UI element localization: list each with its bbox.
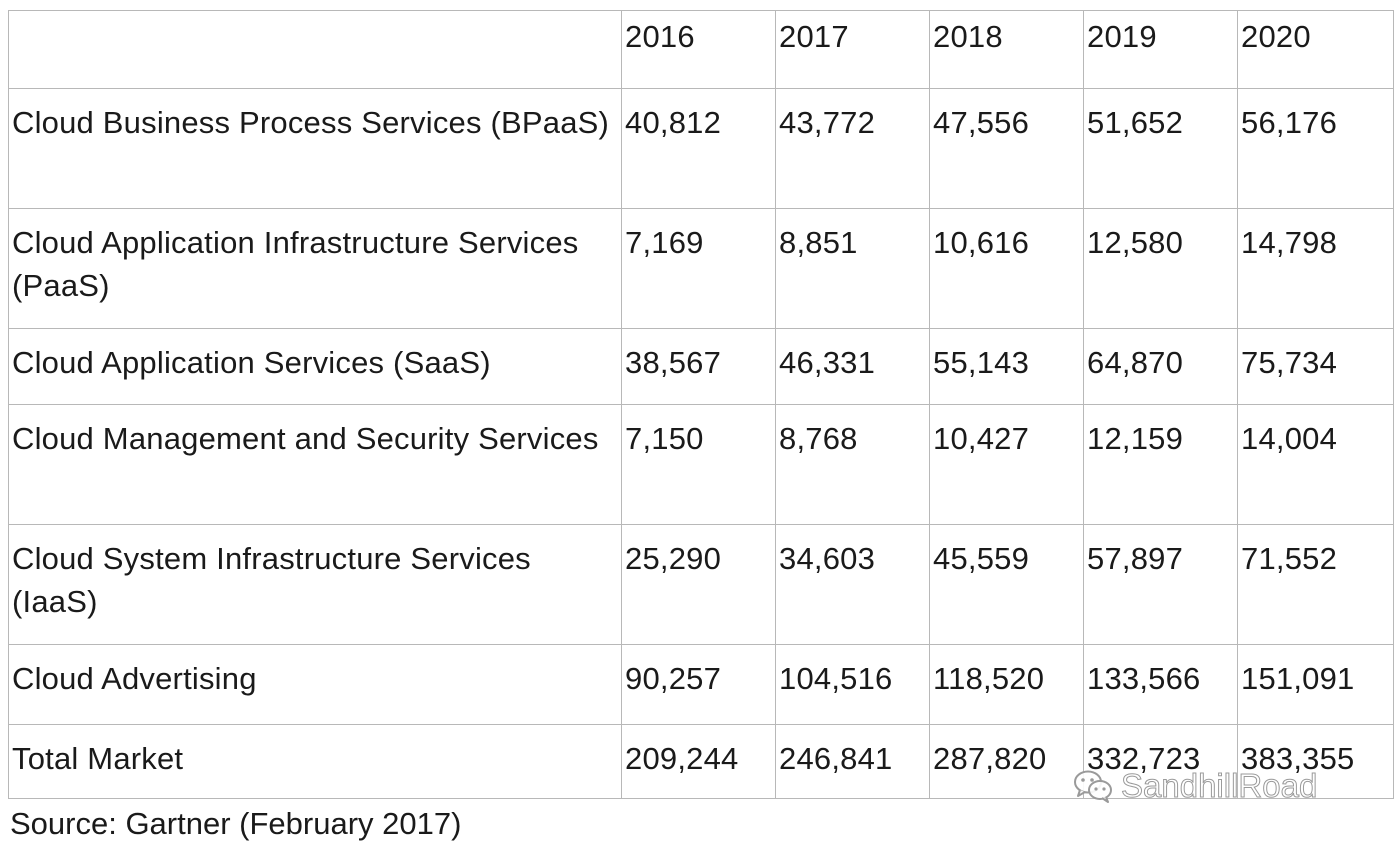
- row-label: Cloud Application Services (SaaS): [8, 328, 622, 405]
- table-cell: 90,257: [621, 644, 776, 725]
- row-label: Cloud Business Process Services (BPaaS): [8, 88, 622, 209]
- table-cell: 46,331: [775, 328, 930, 405]
- row-label: Cloud Management and Security Services: [8, 404, 622, 525]
- table-row-total-market: Total Market 209,244 246,841 287,820 332…: [8, 724, 1394, 799]
- table-cell: 133,566: [1083, 644, 1238, 725]
- row-label: Cloud Advertising: [8, 644, 622, 725]
- header-cell-2017: 2017: [775, 10, 930, 89]
- watermark: SandhillRoad: [1073, 766, 1318, 806]
- table-cell: 38,567: [621, 328, 776, 405]
- table-cell: 383,355: [1237, 724, 1394, 799]
- table-cell: 8,768: [775, 404, 930, 525]
- table-cell: 47,556: [929, 88, 1084, 209]
- table-row-saas: Cloud Application Services (SaaS) 38,567…: [8, 328, 1394, 405]
- watermark-text: SandhillRoad: [1120, 767, 1318, 805]
- table-cell: 12,159: [1083, 404, 1238, 525]
- table-cell: 287,820: [929, 724, 1084, 799]
- table-cell: 7,169: [621, 208, 776, 329]
- header-cell-2019: 2019: [1083, 10, 1238, 89]
- table-cell: 25,290: [621, 524, 776, 645]
- header-cell-2018: 2018: [929, 10, 1084, 89]
- row-label: Cloud Application Infrastructure Service…: [8, 208, 622, 329]
- table-cell: 118,520: [929, 644, 1084, 725]
- table-header-row: 2016 2017 2018 2019 2020: [8, 10, 1394, 89]
- row-label: Total Market: [8, 724, 622, 799]
- header-cell-2016: 2016: [621, 10, 776, 89]
- table-cell: 56,176: [1237, 88, 1394, 209]
- table-cell: 40,812: [621, 88, 776, 209]
- table-cell: 104,516: [775, 644, 930, 725]
- header-cell-empty: [8, 10, 622, 89]
- table-cell: 151,091: [1237, 644, 1394, 725]
- table-cell: 12,580: [1083, 208, 1238, 329]
- header-cell-2020: 2020: [1237, 10, 1394, 89]
- table-cell: 10,427: [929, 404, 1084, 525]
- table-cell: 57,897: [1083, 524, 1238, 645]
- table-cell: 75,734: [1237, 328, 1394, 405]
- table-cell: 14,798: [1237, 208, 1394, 329]
- table-row-iaas: Cloud System Infrastructure Services (Ia…: [8, 524, 1394, 645]
- row-label: Cloud System Infrastructure Services (Ia…: [8, 524, 622, 645]
- market-table: 2016 2017 2018 2019 2020 Cloud Business …: [8, 10, 1394, 799]
- table-cell: 51,652: [1083, 88, 1238, 209]
- table-cell: 34,603: [775, 524, 930, 645]
- table-cell: 10,616: [929, 208, 1084, 329]
- wechat-icon: [1073, 769, 1113, 803]
- table-cell: 71,552: [1237, 524, 1394, 645]
- table-cell: 43,772: [775, 88, 930, 209]
- table-cell: 8,851: [775, 208, 930, 329]
- source-note: Source: Gartner (February 2017): [10, 806, 462, 841]
- table-cell: 246,841: [775, 724, 930, 799]
- table-cell: 209,244: [621, 724, 776, 799]
- table-row-paas: Cloud Application Infrastructure Service…: [8, 208, 1394, 329]
- table-row-management-security: Cloud Management and Security Services 7…: [8, 404, 1394, 525]
- table-row-advertising: Cloud Advertising 90,257 104,516 118,520…: [8, 644, 1394, 725]
- table-cell: 7,150: [621, 404, 776, 525]
- table-row-bpaas: Cloud Business Process Services (BPaaS) …: [8, 88, 1394, 209]
- table-cell: 55,143: [929, 328, 1084, 405]
- table-cell: 45,559: [929, 524, 1084, 645]
- table-cell: 332,723: [1083, 724, 1238, 799]
- table-cell: 14,004: [1237, 404, 1394, 525]
- table-cell: 64,870: [1083, 328, 1238, 405]
